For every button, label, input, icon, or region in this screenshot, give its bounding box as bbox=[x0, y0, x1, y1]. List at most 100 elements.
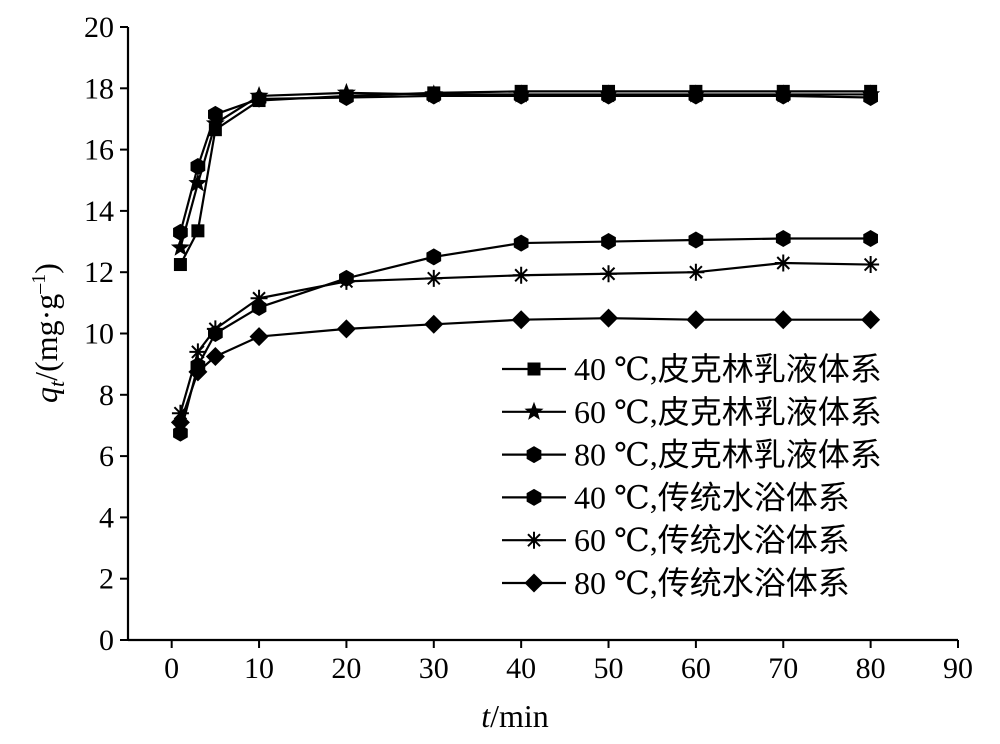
legend-entry-6: 80 ℃,传统水浴体系 bbox=[502, 565, 850, 601]
x-tick-label-30: 30 bbox=[419, 652, 449, 685]
data-point-s4-8 bbox=[601, 233, 616, 251]
data-point-s5-7 bbox=[512, 266, 530, 284]
data-point-s5-9 bbox=[687, 263, 705, 281]
y-axis-label-var: q bbox=[28, 387, 64, 403]
data-point-s3-8 bbox=[601, 87, 616, 105]
data-point-s2-2 bbox=[188, 173, 208, 192]
data-point-s6-1 bbox=[170, 412, 190, 432]
y-tick-label-8: 8 bbox=[99, 379, 114, 412]
data-point-s5-3 bbox=[206, 320, 224, 338]
y-tick-label-0: 0 bbox=[99, 624, 114, 657]
series-group bbox=[170, 82, 881, 442]
data-point-s5-5 bbox=[337, 272, 355, 290]
series-3 bbox=[173, 87, 878, 241]
data-point-s5-6 bbox=[425, 269, 443, 287]
legend-label-6: 80 ℃,传统水浴体系 bbox=[574, 565, 850, 601]
legend-entry-2: 60 ℃,皮克林乳液体系 bbox=[502, 394, 882, 430]
data-point-s6-10 bbox=[773, 310, 793, 330]
y-axis-label-sup: –1 bbox=[28, 274, 50, 295]
series-line-3 bbox=[179, 94, 871, 233]
y-tick-label-4: 4 bbox=[99, 501, 114, 534]
x-ticks: 0 10 20 30 40 50 60 70 80 90 bbox=[164, 640, 973, 685]
legend-entry-5: 60 ℃,传统水浴体系 bbox=[502, 522, 850, 558]
data-point-s2-1 bbox=[170, 237, 190, 256]
data-point-s6-2 bbox=[188, 362, 208, 382]
x-tick-label-70: 70 bbox=[768, 652, 798, 685]
data-point-s1-2 bbox=[191, 224, 205, 238]
x-tick-label-80: 80 bbox=[856, 652, 886, 685]
series-4 bbox=[173, 229, 878, 442]
data-point-s6-9 bbox=[686, 310, 706, 330]
y-axis-label-sub: t bbox=[44, 380, 69, 387]
legend-label-1: 40 ℃,皮克林乳液体系 bbox=[574, 351, 882, 387]
y-axis-label-close: ) bbox=[28, 263, 64, 274]
data-point-s5-11 bbox=[862, 256, 880, 274]
y-axis-label-unit: /(mg·g bbox=[28, 294, 64, 381]
series-line-2 bbox=[179, 91, 871, 248]
data-point-s6-7 bbox=[511, 310, 531, 330]
data-point-s4-9 bbox=[688, 231, 704, 249]
data-point-s5-10 bbox=[774, 254, 792, 272]
legend-marker-asterisk bbox=[525, 531, 543, 549]
data-point-s3-6 bbox=[426, 87, 442, 105]
y-tick-label-2: 2 bbox=[99, 563, 114, 596]
y-tick-label-16: 16 bbox=[84, 134, 114, 167]
data-point-s3-11 bbox=[863, 89, 878, 106]
data-point-s6-8 bbox=[599, 308, 619, 328]
data-point-s3-9 bbox=[688, 87, 704, 105]
series-line-5 bbox=[179, 261, 871, 414]
data-point-s5-4 bbox=[250, 289, 268, 307]
y-axis-label: qt/(mg·g–1) bbox=[28, 263, 69, 403]
data-point-s3-2 bbox=[190, 157, 206, 175]
y-tick-label-20: 20 bbox=[84, 11, 114, 44]
data-point-s4-7 bbox=[513, 234, 529, 252]
y-tick-label-12: 12 bbox=[84, 256, 114, 289]
data-point-s3-3 bbox=[208, 105, 223, 123]
x-tick-label-20: 20 bbox=[331, 652, 361, 685]
legend-marker-square bbox=[527, 362, 541, 376]
x-tick-label-10: 10 bbox=[244, 652, 274, 685]
x-tick-label-50: 50 bbox=[594, 652, 624, 685]
data-point-s6-5 bbox=[336, 319, 356, 339]
y-tick-label-10: 10 bbox=[84, 318, 114, 351]
x-axis-label: t/min bbox=[481, 698, 549, 734]
x-tick-label-60: 60 bbox=[681, 652, 711, 685]
data-point-s4-11 bbox=[863, 229, 878, 247]
legend-entry-4: 40 ℃,传统水浴体系 bbox=[502, 479, 850, 515]
data-point-s3-4 bbox=[251, 90, 267, 108]
legend-label-3: 80 ℃,皮克林乳液体系 bbox=[574, 437, 882, 473]
data-point-s3-10 bbox=[775, 87, 791, 105]
data-point-s4-10 bbox=[775, 229, 791, 247]
y-ticks: 0 2 4 6 8 10 12 14 16 18 20 bbox=[84, 11, 128, 657]
legend-entry-3: 80 ℃,皮克林乳液体系 bbox=[502, 437, 882, 473]
data-point-s6-6 bbox=[424, 314, 444, 334]
legend-marker-hexagon bbox=[526, 488, 542, 506]
legend-marker-hexagon bbox=[526, 446, 542, 464]
legend-label-2: 60 ℃,皮克林乳液体系 bbox=[574, 394, 882, 430]
x-tick-label-90: 90 bbox=[943, 652, 973, 685]
data-point-s4-6 bbox=[426, 248, 442, 266]
legend-marker-star bbox=[524, 401, 544, 420]
legend: 40 ℃,皮克林乳液体系 60 ℃,皮克林乳液体系 80 ℃,皮克林乳液体系 40 ℃… bbox=[502, 351, 882, 601]
data-point-s3-1 bbox=[173, 223, 188, 241]
legend-entry-1: 40 ℃,皮克林乳液体系 bbox=[502, 351, 882, 387]
y-tick-label-6: 6 bbox=[99, 440, 114, 473]
x-tick-label-40: 40 bbox=[506, 652, 536, 685]
data-point-s6-4 bbox=[249, 327, 269, 347]
series-2 bbox=[170, 82, 881, 256]
x-tick-label-0: 0 bbox=[164, 652, 179, 685]
series-6 bbox=[170, 308, 881, 432]
x-axis-label-var: t bbox=[481, 698, 491, 734]
legend-label-5: 60 ℃,传统水浴体系 bbox=[574, 522, 850, 558]
legend-label-4: 40 ℃,传统水浴体系 bbox=[574, 479, 850, 515]
data-point-s3-7 bbox=[513, 87, 529, 105]
data-point-s4-1 bbox=[173, 424, 188, 442]
data-point-s1-1 bbox=[173, 258, 187, 272]
y-tick-label-18: 18 bbox=[84, 72, 114, 105]
data-point-s5-2 bbox=[189, 343, 207, 361]
y-tick-label-14: 14 bbox=[84, 195, 114, 228]
data-point-s6-3 bbox=[205, 346, 225, 366]
data-point-s6-11 bbox=[861, 310, 881, 330]
x-axis-label-unit: /min bbox=[490, 698, 549, 734]
